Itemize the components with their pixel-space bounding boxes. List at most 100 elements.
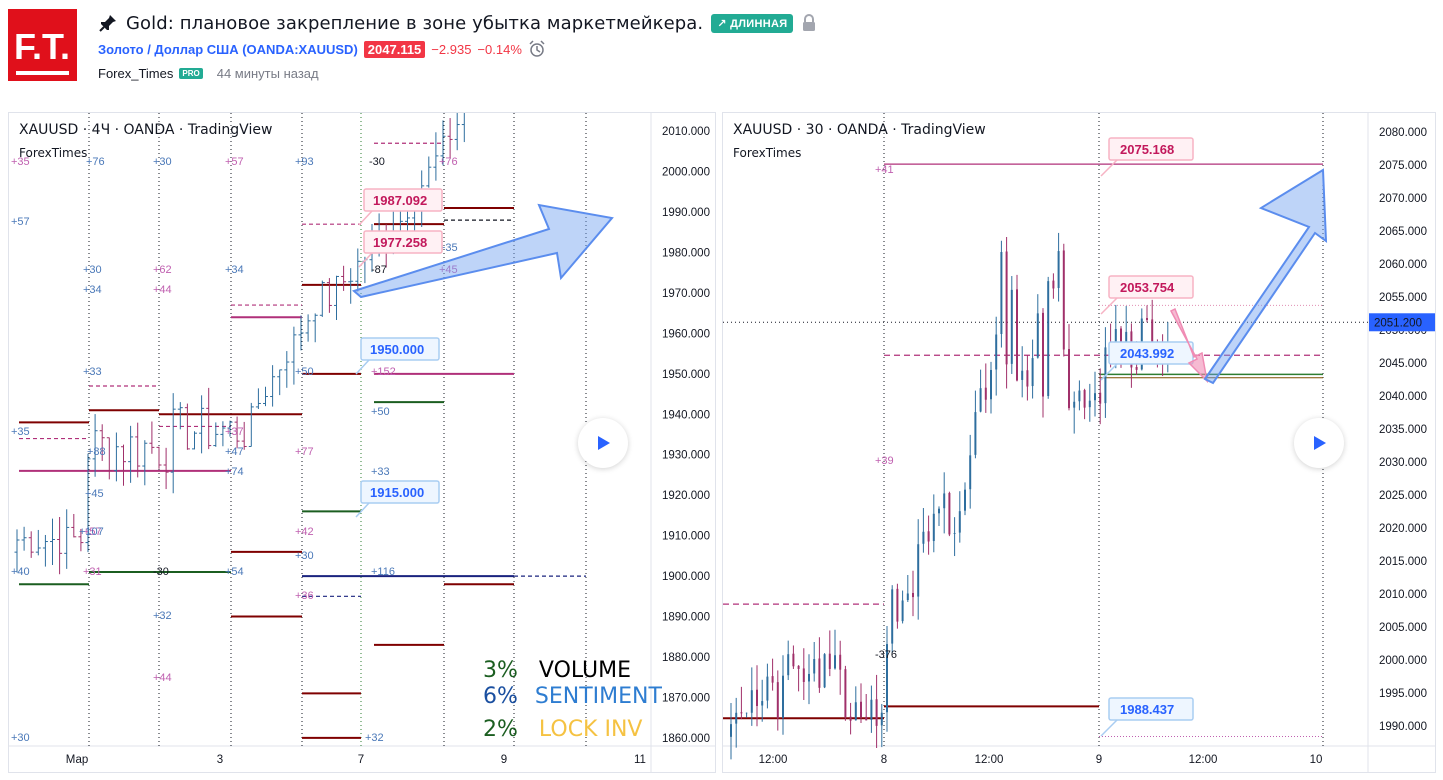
stat-volume: 3% VOLUME xyxy=(483,658,631,683)
order-flow-marker: +32 xyxy=(153,610,172,622)
price-tick-label: 1920.000 xyxy=(662,490,710,502)
author-name[interactable]: Forex_Times xyxy=(98,65,174,81)
chart-panel-4h[interactable]: 2010.000 2000.000 1990.000 1980.000 1970.000… xyxy=(8,112,716,773)
price-tick-label: 2030.000 xyxy=(1379,457,1427,469)
play-button[interactable] xyxy=(1294,418,1344,468)
order-flow-marker: +45 xyxy=(439,264,458,276)
price-tick-label: 2080.000 xyxy=(1379,127,1427,139)
price-callout-pointer xyxy=(355,359,370,375)
order-flow-marker: +40 xyxy=(11,566,30,578)
price-tick-label: 1950.000 xyxy=(662,369,710,381)
price-tick-label: 2020.000 xyxy=(1379,523,1427,535)
price-tick-label: 1970.000 xyxy=(662,288,710,300)
chart-panel-30m[interactable]: 2080.000 2075.000 2070.000 2065.000 2060.000… xyxy=(722,112,1436,773)
idea-title: Gold: плановое закрепление в зоне убытка… xyxy=(126,12,704,34)
stat-value: 2% xyxy=(483,717,518,742)
price-callout-label: 2075.168 xyxy=(1120,142,1174,157)
author-row: Forex_Times PRO 44 минуты назад xyxy=(98,64,319,82)
logo-text: F.T. xyxy=(14,26,70,67)
order-flow-marker: +50 xyxy=(371,406,390,418)
price-tick-label: 1990.000 xyxy=(662,207,710,219)
price-callout-box xyxy=(363,188,443,212)
author-logo[interactable]: F.T. xyxy=(8,9,77,81)
price-tick-label: 1940.000 xyxy=(662,409,710,421)
order-flow-marker: +30 xyxy=(153,156,172,168)
play-button[interactable] xyxy=(578,418,628,468)
time-tick-label: 8 xyxy=(881,754,887,766)
price-callout-label: 2053.754 xyxy=(1120,280,1175,295)
order-flow-marker: +88 xyxy=(87,446,106,458)
order-flow-marker: +57 xyxy=(225,156,244,168)
price-tick-label: 2040.000 xyxy=(1379,391,1427,403)
price-callout-label: 1977.258 xyxy=(373,235,427,250)
price-callout-label: 1950.000 xyxy=(370,342,424,357)
long-direction-badge: ↗ ДЛИННАЯ xyxy=(711,13,794,33)
price-tick-label: 1880.000 xyxy=(662,652,710,664)
price-tick-label: 1870.000 xyxy=(662,692,710,704)
price-tick-label: 1960.000 xyxy=(662,328,710,340)
stat-label: SENTIMENT xyxy=(534,684,662,709)
chart-4h-canvas: 2010.000 2000.000 1990.000 1980.000 1970.000… xyxy=(9,113,715,772)
price-callout-label: 1988.437 xyxy=(1120,702,1174,717)
order-flow-marker: +44 xyxy=(153,284,172,296)
order-flow-marker: +35 xyxy=(439,242,458,254)
time-tick-label: 9 xyxy=(501,754,507,766)
price-tick-label: 1930.000 xyxy=(662,450,710,462)
stat-label: VOLUME xyxy=(538,658,632,683)
price-tick-label: 2065.000 xyxy=(1379,226,1427,238)
time-tick-label: 12:00 xyxy=(975,754,1004,766)
price-tick-label: 1990.000 xyxy=(1379,721,1427,733)
order-flow-marker: +30 xyxy=(295,550,314,562)
order-flow-marker: +34 xyxy=(83,284,102,296)
time-tick-label: 10 xyxy=(1310,754,1323,766)
price-callout-pointer xyxy=(1100,297,1118,315)
order-flow-marker: +62 xyxy=(153,264,172,276)
chart-30m-canvas: 2080.000 2075.000 2070.000 2065.000 2060.000… xyxy=(723,113,1435,772)
last-price-badge xyxy=(1369,313,1435,332)
price-callout-box xyxy=(1108,697,1194,721)
alarm-clock-icon[interactable] xyxy=(528,40,546,58)
order-flow-marker: +30 xyxy=(11,732,30,744)
time-tick-label: 7 xyxy=(358,754,364,766)
stat-label: LOCK INV xyxy=(538,717,643,742)
play-icon xyxy=(1314,436,1326,450)
order-flow-marker: +37 xyxy=(225,426,244,438)
order-flow-marker: +107 xyxy=(79,526,104,538)
price-callout-box xyxy=(360,337,440,361)
order-flow-marker: +93 xyxy=(295,156,314,168)
order-flow-marker: +42 xyxy=(295,526,314,538)
time-tick-label: 12:00 xyxy=(759,754,788,766)
lock-icon xyxy=(803,14,816,31)
order-flow-marker: +152 xyxy=(371,366,396,378)
symbol-link[interactable]: Золото / Доллар США (OANDA:XAUUSD) xyxy=(98,41,358,57)
stat-lock-inv: 2% LOCK INV xyxy=(483,717,642,742)
price-change-percent: −0.14% xyxy=(477,41,522,57)
pro-badge: PRO xyxy=(179,67,203,79)
price-tick-label: 2015.000 xyxy=(1379,556,1427,568)
price-callout-label: 1915.000 xyxy=(370,485,424,500)
price-callout-pointer xyxy=(1100,363,1118,381)
time-tick-label: 12:00 xyxy=(1189,754,1218,766)
order-flow-marker: +50 xyxy=(295,366,314,378)
order-flow-marker: +33 xyxy=(371,466,390,478)
stat-sentiment: 6% SENTIMENT xyxy=(483,684,662,709)
order-flow-marker: +116 xyxy=(371,566,395,578)
price-callout-label: 2043.992 xyxy=(1120,346,1174,361)
price-tick-label: 1900.000 xyxy=(662,571,710,583)
price-change: −2.935 xyxy=(431,41,472,57)
price-tick-label: 2005.000 xyxy=(1379,622,1427,634)
chart-header: XAUUSD · 4Ч · OANDA · TradingView xyxy=(19,122,273,138)
play-icon xyxy=(598,436,610,450)
chart-brand: ForexTimes xyxy=(733,146,802,160)
stat-value: 6% xyxy=(483,684,518,709)
chart-brand: ForexTimes xyxy=(19,146,88,160)
price-callout-box xyxy=(360,480,440,504)
price-tick-label: 1980.000 xyxy=(662,247,710,259)
order-flow-marker: +39 xyxy=(875,455,894,467)
price-tick-label: 2045.000 xyxy=(1379,358,1427,370)
price-tick-label: 2000.000 xyxy=(1379,655,1427,667)
logo-mark: F.T. xyxy=(8,9,77,81)
stat-value: 3% xyxy=(483,658,518,683)
order-flow-marker: +57 xyxy=(11,216,30,228)
price-tick-label: 1910.000 xyxy=(662,531,710,543)
